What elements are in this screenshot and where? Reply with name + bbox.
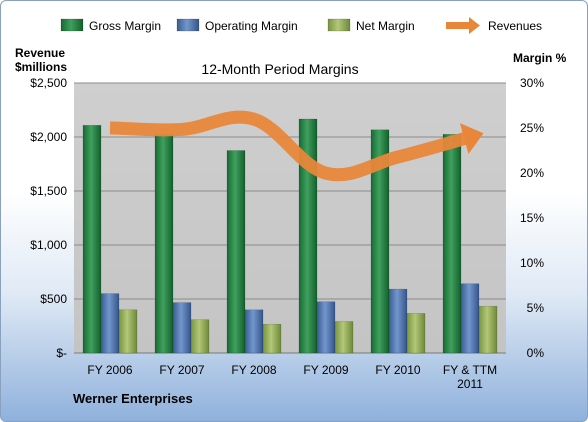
right-axis-title: Margin % <box>513 51 567 65</box>
gross-margin-bar <box>442 134 462 354</box>
left-tick-label: $2,500 <box>30 76 67 90</box>
operating-margin-bar <box>244 309 264 354</box>
left-tick-label: $2,000 <box>30 130 67 144</box>
left-axis-title-line1: Revenue <box>15 46 65 60</box>
left-axis-title-line2: $millions <box>15 60 67 74</box>
operating-margin-bar <box>172 302 192 354</box>
legend-label: Revenues <box>488 19 542 33</box>
left-tick-label: $1,500 <box>30 184 67 198</box>
legend: Gross Margin Operating Margin Net Margin Re… <box>60 17 542 34</box>
right-tick-label: 5% <box>527 301 545 315</box>
legend-swatch-revenues <box>446 22 470 29</box>
left-tick-label: $- <box>56 346 67 360</box>
net-margin-bar <box>262 323 282 354</box>
legend-label: Operating Margin <box>205 19 298 33</box>
right-tick-label: 20% <box>520 166 544 180</box>
right-tick-label: 10% <box>520 256 544 270</box>
category-label: FY 2007 <box>159 363 204 377</box>
category-label: FY & TTM <box>443 363 497 377</box>
revenues-line <box>109 110 472 182</box>
operating-margin-bar <box>388 288 408 354</box>
right-tick-label: 25% <box>520 121 544 135</box>
right-tick-label: 30% <box>520 76 544 90</box>
gross-margin-bar <box>226 150 246 354</box>
operating-margin-bar <box>460 283 480 354</box>
gross-margin-bar <box>298 118 318 354</box>
revenues-arrowhead <box>459 123 484 155</box>
operating-margin-bar <box>316 301 336 354</box>
net-margin-bar <box>118 309 138 354</box>
chart-title: 12-Month Period Margins <box>201 61 358 77</box>
category-label: FY 2010 <box>375 363 420 377</box>
net-margin-bar <box>334 321 354 354</box>
net-margin-bar <box>406 313 426 354</box>
legend-label: Gross Margin <box>89 19 161 33</box>
footer-company: Werner Enterprises <box>73 391 193 406</box>
right-tick-label: 0% <box>527 346 545 360</box>
legend-label: Net Margin <box>356 19 415 33</box>
left-tick-label: $1,000 <box>30 238 67 252</box>
operating-margin-bar <box>100 293 120 354</box>
right-tick-label: 15% <box>520 211 544 225</box>
left-tick-label: $500 <box>40 292 67 306</box>
gross-margin-bar <box>370 129 390 354</box>
legend-swatch-gross-margin <box>60 18 84 32</box>
category-label: FY 2008 <box>231 363 276 377</box>
net-margin-bar <box>190 319 210 354</box>
gross-margin-bar <box>82 125 102 354</box>
legend-swatch-net-margin <box>327 18 351 32</box>
net-margin-bar <box>478 305 498 354</box>
gross-margin-bar <box>154 134 174 354</box>
category-label: 2011 <box>457 377 483 391</box>
category-label: FY 2006 <box>87 363 132 377</box>
category-label: FY 2009 <box>303 363 348 377</box>
legend-arrow-revenues <box>469 17 480 34</box>
legend-swatch-operating-margin <box>176 18 200 32</box>
